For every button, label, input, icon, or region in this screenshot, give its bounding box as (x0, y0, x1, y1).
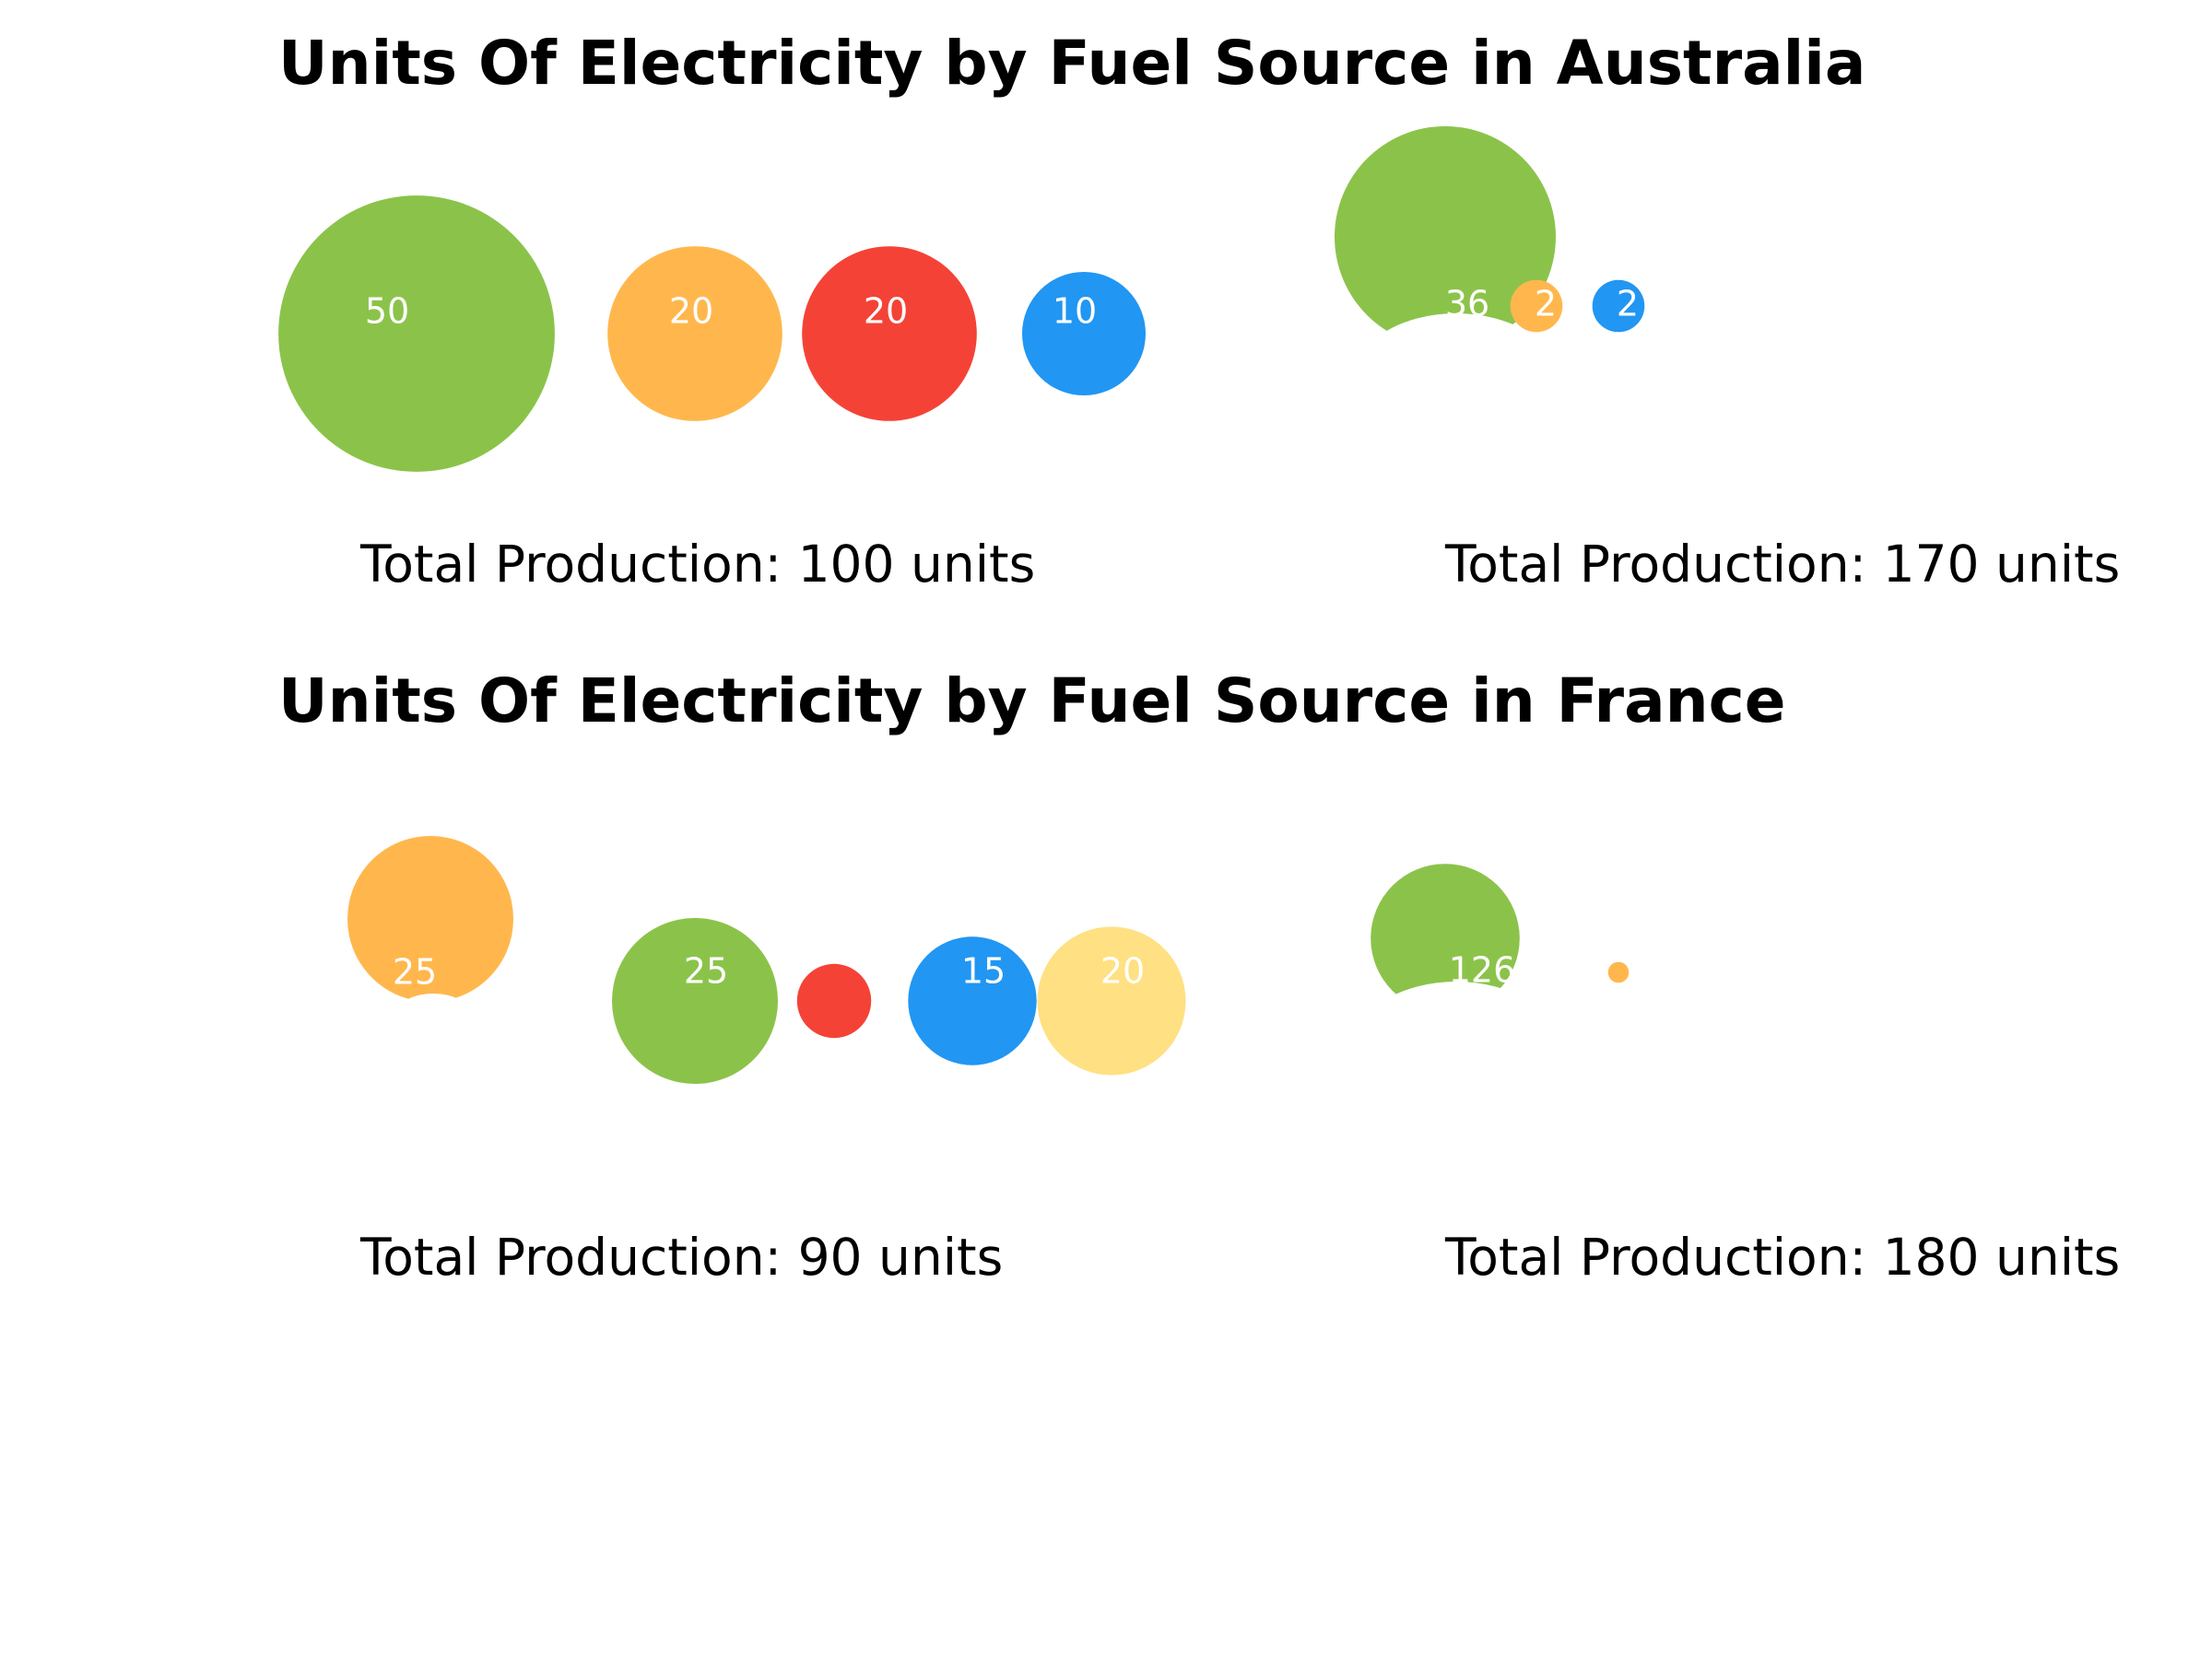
bubble-2-3 (908, 936, 1037, 1065)
bubble-2-1 (612, 918, 778, 1084)
total-production-france-right: Total Production: 180 units (1445, 1228, 2121, 1287)
bubble-value-label-2-4: 20 (1100, 951, 1145, 992)
bubble-overlap-mask-3 (1355, 982, 1558, 1111)
bubble-value-label-1-1: 2 (1535, 284, 1557, 324)
bubble-panel-3: 126 2 (1355, 864, 1648, 1111)
bubble-1-1 (1510, 279, 1563, 333)
bubble-panel-1: 36 2 2 (1335, 126, 1645, 442)
chart-title-france: Units Of Electricity by Fuel Source in F… (278, 665, 1786, 736)
bubble-value-label-2-1: 25 (684, 951, 728, 992)
bubble-0-0 (278, 195, 555, 472)
bubble-overlap-mask-1 (1355, 313, 1558, 442)
bubble-3-0 (1371, 864, 1520, 1013)
bubble-2-2 (796, 963, 872, 1039)
bubble-value-label-2-3: 15 (961, 951, 1006, 992)
bubble-value-label-1-0: 36 (1445, 284, 1489, 324)
bubble-0-1 (607, 246, 782, 421)
bubble-2-4 (1037, 926, 1186, 1076)
bubble-2-0 (347, 836, 513, 1002)
bubble-panel-2: 25 25 15 20 (347, 836, 1186, 1084)
bubble-1-0 (1335, 126, 1556, 347)
bubble-1-2 (1592, 279, 1645, 333)
bubble-overlap-mask-2 (398, 994, 468, 1030)
total-production-australia-left: Total Production: 100 units (360, 535, 1036, 594)
bubble-value-label-0-1: 20 (669, 291, 713, 332)
chart-title-australia: Units Of Electricity by Fuel Source in A… (278, 28, 1866, 99)
bubble-value-label-0-3: 10 (1053, 291, 1097, 332)
total-production-australia-right: Total Production: 170 units (1445, 535, 2121, 594)
bubble-0-3 (1022, 272, 1146, 395)
bubble-0-2 (802, 246, 977, 421)
bubble-value-label-3-0: 126 (1449, 950, 1516, 991)
bubble-value-label-3-1: 2 (1626, 950, 1648, 991)
bubble-value-label-0-2: 20 (864, 291, 908, 332)
bubble-panel-0: 50 20 20 10 (278, 195, 1146, 472)
bubble-value-label-0-0: 50 (365, 291, 409, 332)
bubble-value-label-2-0: 25 (393, 952, 437, 993)
bubble-3-1 (1607, 961, 1630, 983)
bubble-value-label-1-2: 2 (1617, 284, 1639, 324)
total-production-france-left: Total Production: 90 units (360, 1228, 1004, 1287)
